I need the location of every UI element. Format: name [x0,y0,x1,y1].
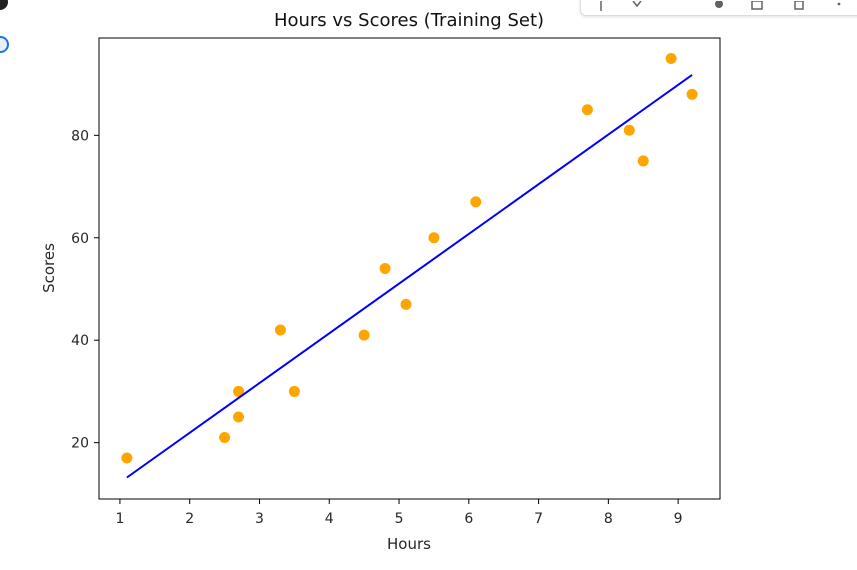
y-tick-label: 80 [71,128,89,144]
x-tick-label: 6 [464,511,473,527]
scatter-point [637,155,649,167]
y-tick-label: 60 [71,231,89,247]
scatter-point [358,329,370,341]
scatter-point [219,432,231,444]
copy-icon[interactable] [793,1,805,11]
scatter-point [665,52,677,64]
x-tick-label: 5 [395,511,404,527]
scatter-point [686,88,698,100]
x-tick-label: 8 [604,511,613,527]
regression-line [126,74,693,479]
scatter-point [581,104,593,116]
scatter-point [379,263,391,274]
x-axis: 1 2 3 4 5 6 7 8 9 [115,499,683,527]
x-tick-label: 3 [255,511,264,527]
y-axis-label: Scores [40,243,58,293]
scatter-point [288,385,300,397]
x-tick-label: 4 [325,511,334,527]
scatter-point [274,324,286,336]
y-axis: 20 40 60 80 [71,128,99,452]
more-icon[interactable] [833,1,845,11]
x-tick-label: 9 [674,511,683,527]
cell-toolbar [580,0,857,16]
scatter-point [121,452,133,464]
x-tick-label: 1 [115,511,124,527]
run-status-icon[interactable] [0,0,8,10]
x-tick-label: 2 [185,511,194,527]
arrow-down-icon[interactable] [631,1,643,11]
scatter-point [233,385,245,397]
settings-icon[interactable] [713,1,725,11]
scatter-point [623,124,635,136]
chart-title: Hours vs Scores (Training Set) [274,10,544,31]
scatter-point [428,232,440,244]
arrow-up-icon[interactable] [595,1,607,11]
x-tick-label: 7 [534,511,543,527]
scatter-point [233,411,245,423]
x-axis-label: Hours [387,535,431,553]
scatter-point [400,298,412,310]
plot-area [98,37,721,500]
y-tick-label: 40 [71,333,89,349]
scatter-point [470,196,482,208]
comment-icon[interactable] [751,1,763,11]
data-marks [121,52,698,479]
y-tick-label: 20 [71,436,89,452]
cell-info-icon[interactable] [0,36,9,53]
